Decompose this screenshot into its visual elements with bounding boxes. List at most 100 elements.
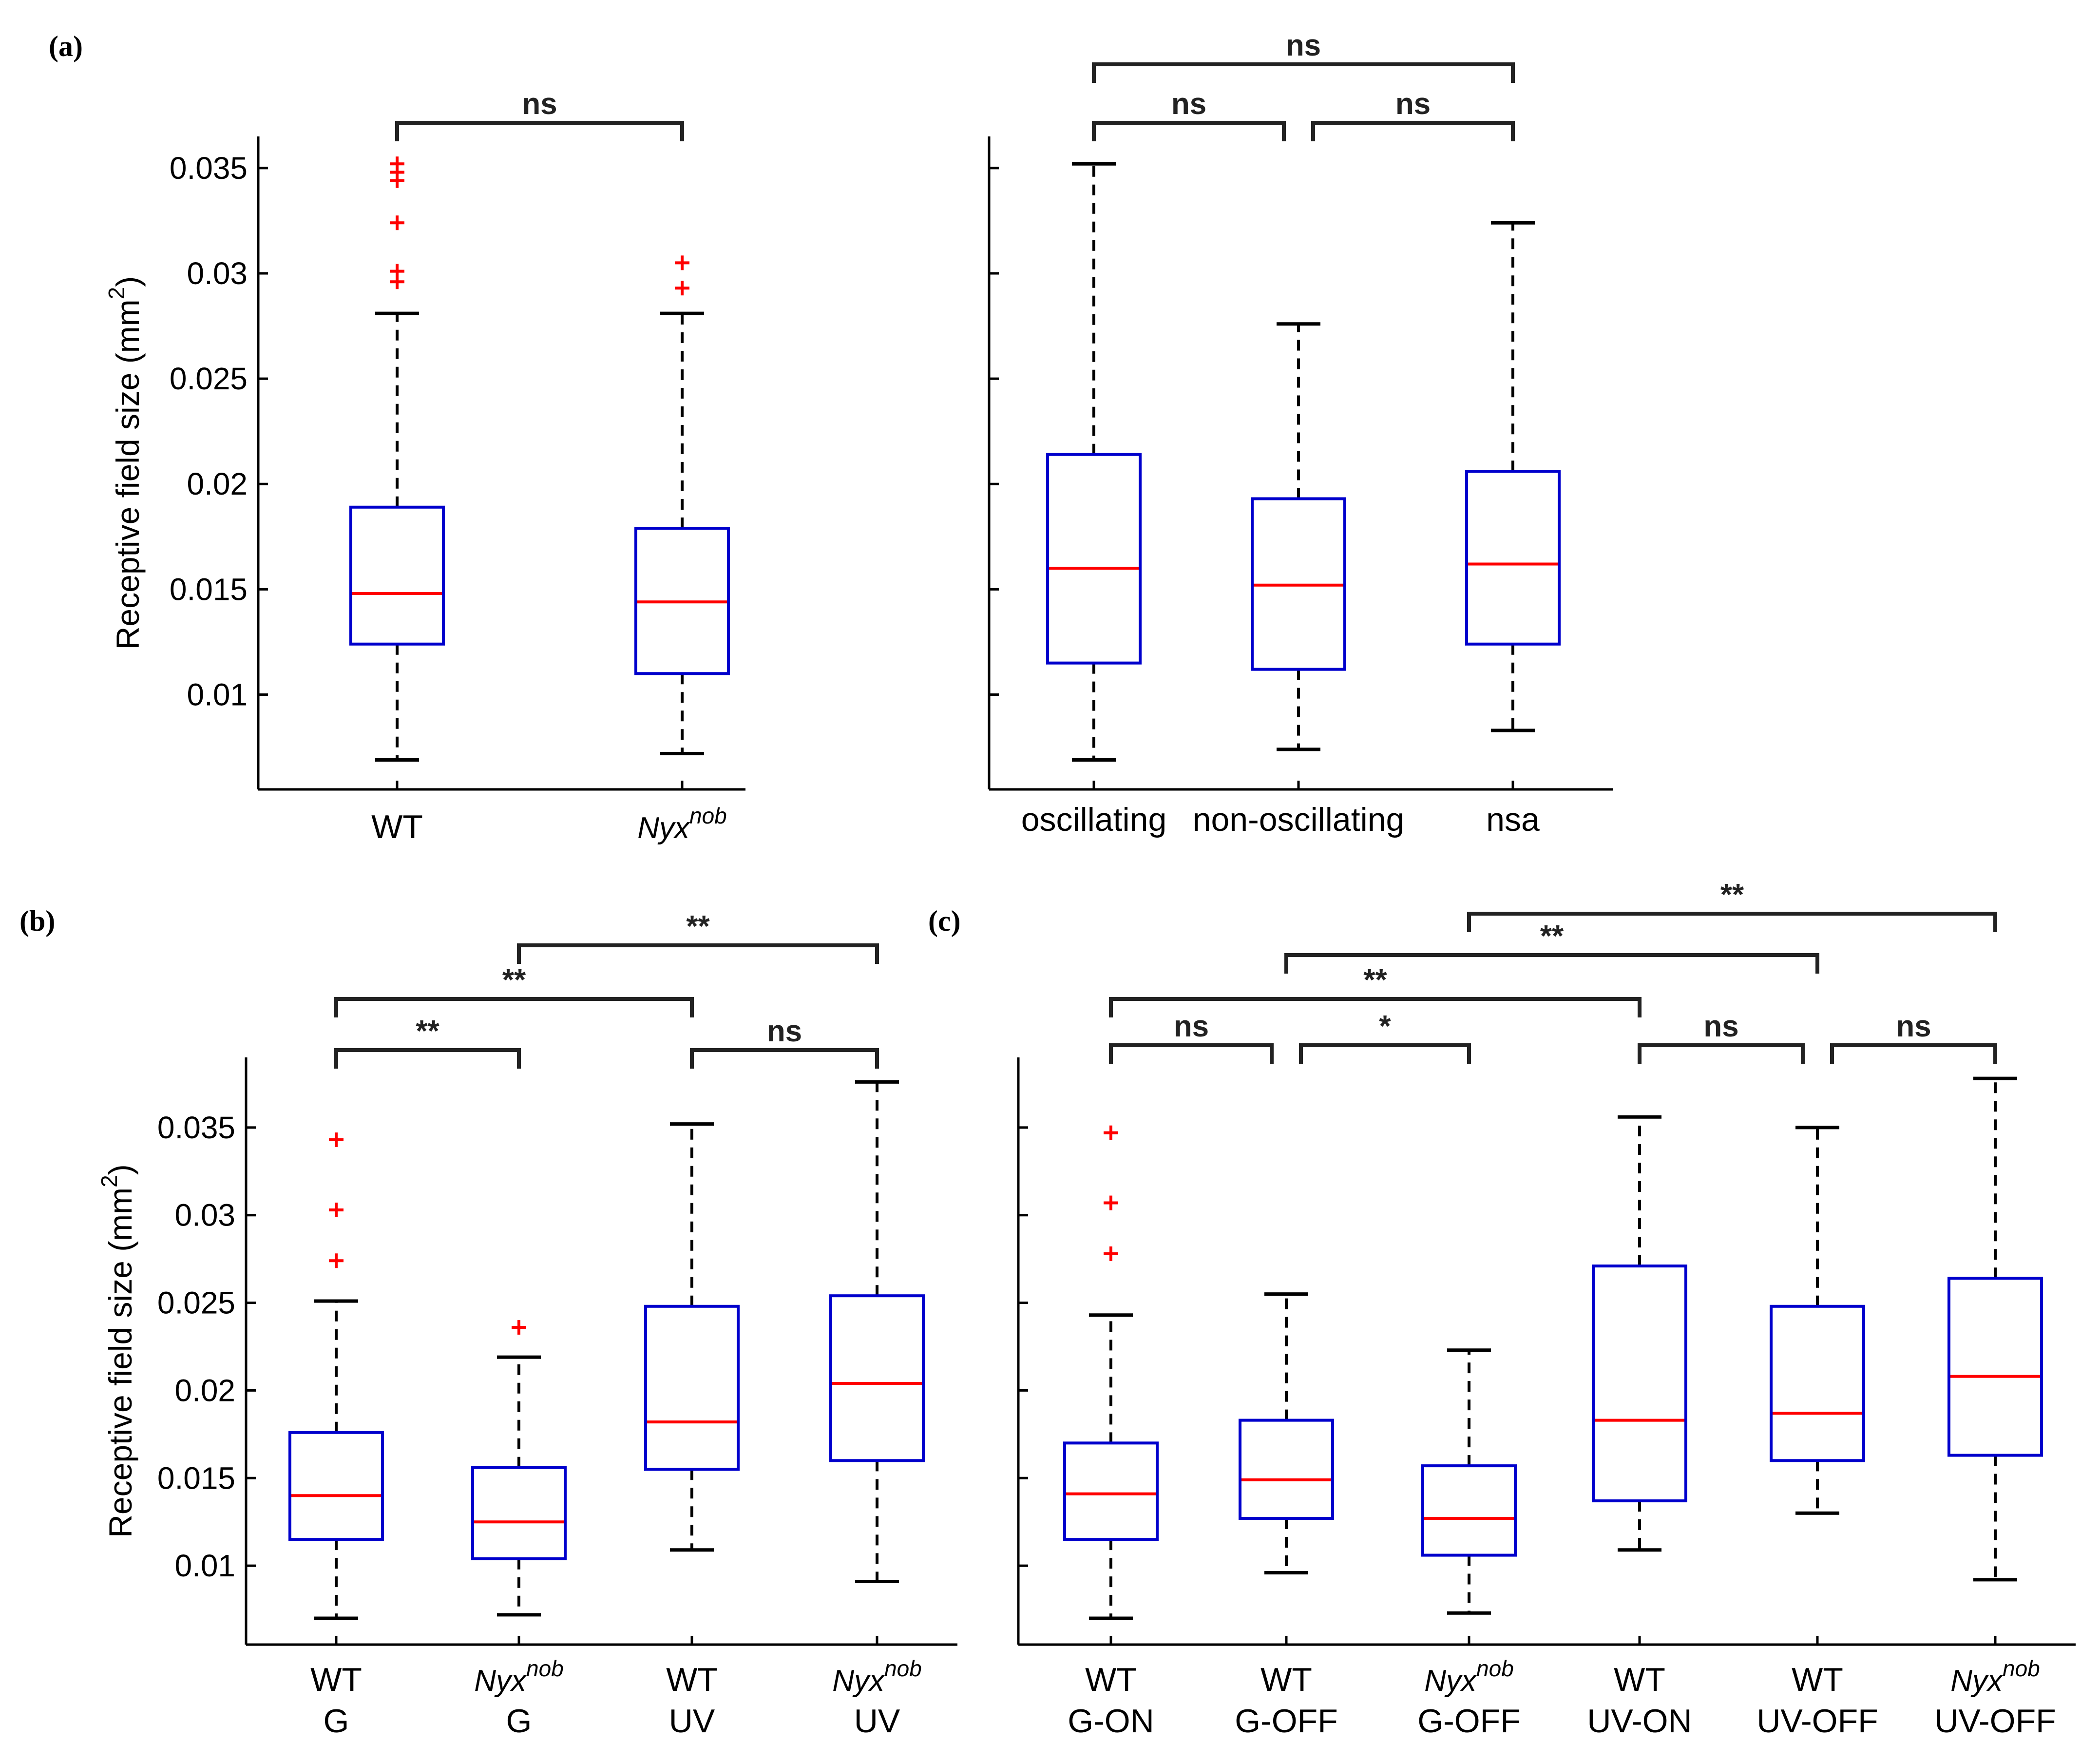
chart-c: WT G-ON WT G-OFF Nyxnob G-OFF WT UV-ON WT UV-OFF N… [1017, 878, 2076, 1740]
outlier-marker [390, 264, 404, 279]
y-tick-label: 0.025 [157, 1285, 235, 1321]
significance-bracket [1284, 953, 1819, 974]
iqr-box [1592, 1265, 1687, 1503]
iqr-box [1465, 470, 1561, 646]
iqr-box [1046, 453, 1142, 665]
category-label: WT [371, 808, 423, 845]
category-label: UV [854, 1703, 900, 1740]
iqr-box [1947, 1277, 2043, 1457]
significance-label: ** [502, 963, 526, 997]
y-tick-label: 0.035 [170, 151, 248, 186]
significance-bracket [517, 943, 879, 964]
outlier-marker [1104, 1125, 1118, 1140]
significance-bracket [1467, 912, 1997, 932]
category-label: G-ON [1068, 1703, 1154, 1740]
significance-label: ns [1395, 87, 1431, 121]
significance-label: ** [1363, 963, 1387, 997]
category-label: Nyxnob [832, 1656, 922, 1698]
significance-bracket [1092, 121, 1286, 141]
significance-label: ** [416, 1015, 439, 1048]
y-tick-label: 0.01 [187, 677, 248, 712]
category-label: G [324, 1703, 349, 1740]
outlier-marker [329, 1253, 344, 1268]
outlier-marker [390, 215, 404, 230]
category-label: nsa [1486, 801, 1540, 838]
box-plot [1063, 1125, 1159, 1620]
category-label: oscillating [1021, 801, 1167, 838]
box-plot [1592, 1115, 1687, 1552]
chart-b: 0.01 0.015 0.02 0.025 0.03 0.035 Receptive fie… [96, 910, 957, 1740]
y-tick-label: 0.03 [174, 1198, 235, 1233]
significance-bracket [1109, 1043, 1274, 1064]
significance-label: ns [1174, 1010, 1209, 1043]
iqr-box [634, 527, 730, 675]
y-tick-label: 0.015 [170, 572, 248, 607]
box-plot [1046, 162, 1142, 762]
significance-label: * [1379, 1010, 1391, 1043]
outlier-marker [512, 1320, 526, 1335]
significance-bracket [1299, 1043, 1471, 1064]
significance-label: ** [1540, 920, 1564, 953]
y-axis-label: Receptive field size (mm2) [96, 1164, 138, 1537]
outlier-marker [329, 1202, 344, 1217]
outlier-marker [1104, 1195, 1118, 1210]
category-label: Nyxnob [1950, 1656, 2040, 1698]
category-label: non-oscillating [1193, 801, 1405, 838]
y-axis-label: Receptive field size (mm2) [104, 276, 146, 650]
significance-bracket [334, 997, 694, 1017]
box-plot [288, 1132, 384, 1620]
box-plot [1947, 1076, 2043, 1582]
category-label: WT [1792, 1661, 1843, 1698]
category-label: G [506, 1703, 532, 1740]
box-plot [471, 1320, 567, 1617]
iqr-box [471, 1466, 567, 1560]
category-label: WT [1085, 1661, 1137, 1698]
category-label: UV [669, 1703, 715, 1740]
y-tick-label: 0.02 [187, 466, 248, 501]
box-plot [829, 1080, 925, 1584]
category-label: Nyxnob [1424, 1656, 1514, 1698]
outlier-marker [390, 156, 404, 172]
significance-label: ns [1286, 29, 1321, 62]
box-plot [1421, 1348, 1517, 1615]
significance-label: ns [767, 1015, 802, 1048]
box-plot [1465, 221, 1561, 732]
y-tick-label: 0.01 [174, 1548, 235, 1583]
significance-bracket [334, 1048, 521, 1069]
iqr-box [1063, 1441, 1159, 1541]
outlier-marker [675, 281, 689, 296]
panel-label-b: (b) [19, 905, 55, 937]
iqr-box [829, 1294, 925, 1462]
panel-label-a: (a) [49, 30, 83, 62]
significance-bracket [1092, 62, 1515, 83]
significance-bracket [1311, 121, 1515, 141]
iqr-box [1239, 1418, 1334, 1520]
panel-label-c: (c) [928, 905, 961, 937]
significance-bracket [395, 121, 684, 141]
box-plot [1770, 1126, 1865, 1515]
significance-label: ** [686, 910, 710, 943]
category-label: WT [666, 1661, 718, 1698]
iqr-box [288, 1431, 384, 1541]
significance-label: ns [1896, 1010, 1931, 1043]
y-tick-label: 0.02 [174, 1373, 235, 1408]
box-plot [634, 255, 730, 756]
significance-bracket [1638, 1043, 1805, 1064]
category-label: WT [1614, 1661, 1665, 1698]
iqr-box [1421, 1464, 1517, 1557]
significance-label: ns [522, 87, 557, 121]
iqr-box [1770, 1304, 1865, 1462]
y-tick-label: 0.025 [170, 361, 248, 396]
significance-label: ** [1720, 878, 1744, 912]
category-label: UV-OFF [1934, 1703, 2056, 1740]
significance-label: ns [1703, 1010, 1738, 1043]
significance-label: ns [1171, 87, 1206, 121]
outlier-marker [329, 1132, 344, 1148]
y-tick-label: 0.03 [187, 256, 248, 291]
category-label: G-OFF [1417, 1703, 1521, 1740]
box-plot [644, 1122, 740, 1552]
category-label: Nyxnob [474, 1656, 564, 1698]
box-plot [1239, 1292, 1334, 1575]
y-tick-label: 0.035 [157, 1110, 235, 1145]
outlier-marker [675, 255, 689, 270]
